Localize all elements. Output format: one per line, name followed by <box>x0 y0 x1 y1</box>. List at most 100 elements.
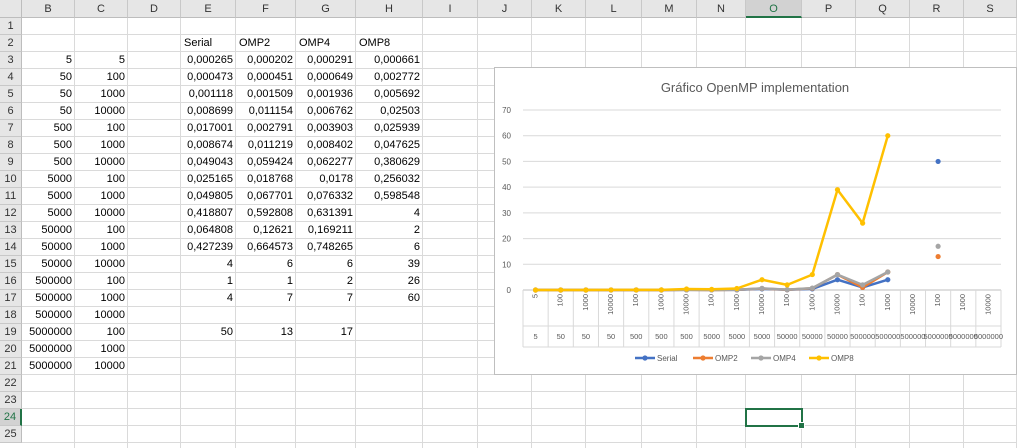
row-header-15[interactable]: 15 <box>0 256 22 273</box>
column-header-R[interactable]: R <box>910 0 964 18</box>
cell-C3[interactable]: 5 <box>118 54 125 66</box>
row-header-5[interactable]: 5 <box>0 86 22 103</box>
cell-F6[interactable]: 0,011154 <box>248 105 293 117</box>
cell-C15[interactable]: 10000 <box>94 258 125 270</box>
column-header-S[interactable]: S <box>964 0 1017 18</box>
cell-E11[interactable]: 0,049805 <box>187 190 233 202</box>
cell-B13[interactable]: 50000 <box>41 224 72 236</box>
row-header-12[interactable]: 12 <box>0 205 22 222</box>
cell-B15[interactable]: 50000 <box>41 258 72 270</box>
cell-E7[interactable]: 0,017001 <box>187 122 233 134</box>
cell-E16[interactable]: 1 <box>226 275 233 287</box>
cell-E17[interactable]: 4 <box>226 292 233 304</box>
column-header-D[interactable]: D <box>128 0 181 18</box>
line-chart[interactable]: Gráfico OpenMP implementation 0 10 20 30 40 50… <box>494 67 1017 375</box>
cell-C21[interactable]: 10000 <box>94 360 125 372</box>
cell-G11[interactable]: 0,076332 <box>307 190 353 202</box>
row-header-1[interactable]: 1 <box>0 18 22 35</box>
cell-C19[interactable]: 100 <box>106 326 125 338</box>
cell-G12[interactable]: 0,631391 <box>307 207 353 219</box>
column-header-I[interactable]: I <box>423 0 478 18</box>
active-cell-cursor[interactable] <box>745 408 805 429</box>
cell-F11[interactable]: 0,067701 <box>247 190 293 202</box>
cell-B18[interactable]: 500000 <box>35 309 72 321</box>
cell-B7[interactable]: 500 <box>53 122 72 134</box>
cell-C4[interactable]: 100 <box>106 71 125 83</box>
cell-C9[interactable]: 10000 <box>94 156 125 168</box>
cell-C6[interactable]: 10000 <box>94 105 125 117</box>
cell-B14[interactable]: 50000 <box>41 241 72 253</box>
cell-F14[interactable]: 0,664573 <box>247 241 293 253</box>
column-header-O[interactable]: O <box>746 0 802 18</box>
cell-E19[interactable]: 50 <box>220 326 233 338</box>
row-header-8[interactable]: 8 <box>0 137 22 154</box>
cell-H12[interactable]: 4 <box>413 207 420 219</box>
cell-B12[interactable]: 5000 <box>47 207 72 219</box>
cell-H9[interactable]: 0,380629 <box>374 156 420 168</box>
cell-B21[interactable]: 5000000 <box>29 360 72 372</box>
cell-B3[interactable]: 5 <box>65 54 72 66</box>
cell-B8[interactable]: 500 <box>53 139 72 151</box>
cell-C12[interactable]: 10000 <box>94 207 125 219</box>
cell-H6[interactable]: 0,02503 <box>380 105 420 117</box>
cell-H10[interactable]: 0,256032 <box>374 173 420 185</box>
cell-H8[interactable]: 0,047625 <box>374 139 420 151</box>
row-header-9[interactable]: 9 <box>0 154 22 171</box>
cell-F5[interactable]: 0,001509 <box>247 88 293 100</box>
cell-E8[interactable]: 0,008674 <box>187 139 233 151</box>
row-header-24[interactable]: 24 <box>0 409 22 426</box>
cell-C17[interactable]: 1000 <box>100 292 125 304</box>
cell-G13[interactable]: 0,169211 <box>307 224 353 236</box>
row-header-20[interactable]: 20 <box>0 341 22 358</box>
row-header-25[interactable]: 25 <box>0 426 22 443</box>
cell-B5[interactable]: 50 <box>59 88 72 100</box>
cell-E6[interactable]: 0,008699 <box>187 105 233 117</box>
cell-C8[interactable]: 1000 <box>100 139 125 151</box>
cell-H7[interactable]: 0,025939 <box>374 122 420 134</box>
row-header-22[interactable]: 22 <box>0 375 22 392</box>
cell-H3[interactable]: 0,000661 <box>374 54 420 66</box>
cell-G5[interactable]: 0,001936 <box>307 88 353 100</box>
cell-C11[interactable]: 1000 <box>100 190 125 202</box>
cell-G10[interactable]: 0,0178 <box>319 173 353 185</box>
cell-B20[interactable]: 5000000 <box>29 343 72 355</box>
row-header-23[interactable]: 23 <box>0 392 22 409</box>
row-header-21[interactable]: 21 <box>0 358 22 375</box>
cell-E3[interactable]: 0,000265 <box>187 54 233 66</box>
cell-B6[interactable]: 50 <box>59 105 72 117</box>
cell-G17[interactable]: 7 <box>346 292 353 304</box>
cell-B9[interactable]: 500 <box>53 156 72 168</box>
cell-C13[interactable]: 100 <box>106 224 125 236</box>
column-header-G[interactable]: G <box>296 0 356 18</box>
cell-B10[interactable]: 5000 <box>47 173 72 185</box>
cell-E15[interactable]: 4 <box>226 258 233 270</box>
cell-H15[interactable]: 39 <box>407 258 420 270</box>
cell-C20[interactable]: 1000 <box>100 343 125 355</box>
column-header-E[interactable]: E <box>181 0 236 18</box>
cell-C10[interactable]: 100 <box>106 173 125 185</box>
cell-H4[interactable]: 0,002772 <box>374 71 420 83</box>
cell-F2[interactable]: OMP2 <box>239 37 271 49</box>
cell-E12[interactable]: 0,418807 <box>187 207 233 219</box>
column-header-Q[interactable]: Q <box>856 0 910 18</box>
cell-F13[interactable]: 0,12621 <box>253 224 293 236</box>
select-all-corner[interactable] <box>0 0 22 18</box>
cell-C16[interactable]: 100 <box>106 275 125 287</box>
cell-G15[interactable]: 6 <box>346 258 353 270</box>
cell-B11[interactable]: 5000 <box>47 190 72 202</box>
cell-H2[interactable]: OMP8 <box>359 37 391 49</box>
column-header-B[interactable]: B <box>22 0 75 18</box>
cell-F12[interactable]: 0,592808 <box>247 207 293 219</box>
cell-C7[interactable]: 100 <box>106 122 125 134</box>
column-header-J[interactable]: J <box>478 0 532 18</box>
cell-F7[interactable]: 0,002791 <box>247 122 293 134</box>
cell-E14[interactable]: 0,427239 <box>187 241 233 253</box>
cell-B17[interactable]: 500000 <box>35 292 72 304</box>
cell-H17[interactable]: 60 <box>407 292 420 304</box>
cell-G8[interactable]: 0,008402 <box>307 139 353 151</box>
cell-E10[interactable]: 0,025165 <box>187 173 233 185</box>
row-header-6[interactable]: 6 <box>0 103 22 120</box>
row-header-16[interactable]: 16 <box>0 273 22 290</box>
cell-H11[interactable]: 0,598548 <box>374 190 420 202</box>
cell-F10[interactable]: 0,018768 <box>247 173 293 185</box>
